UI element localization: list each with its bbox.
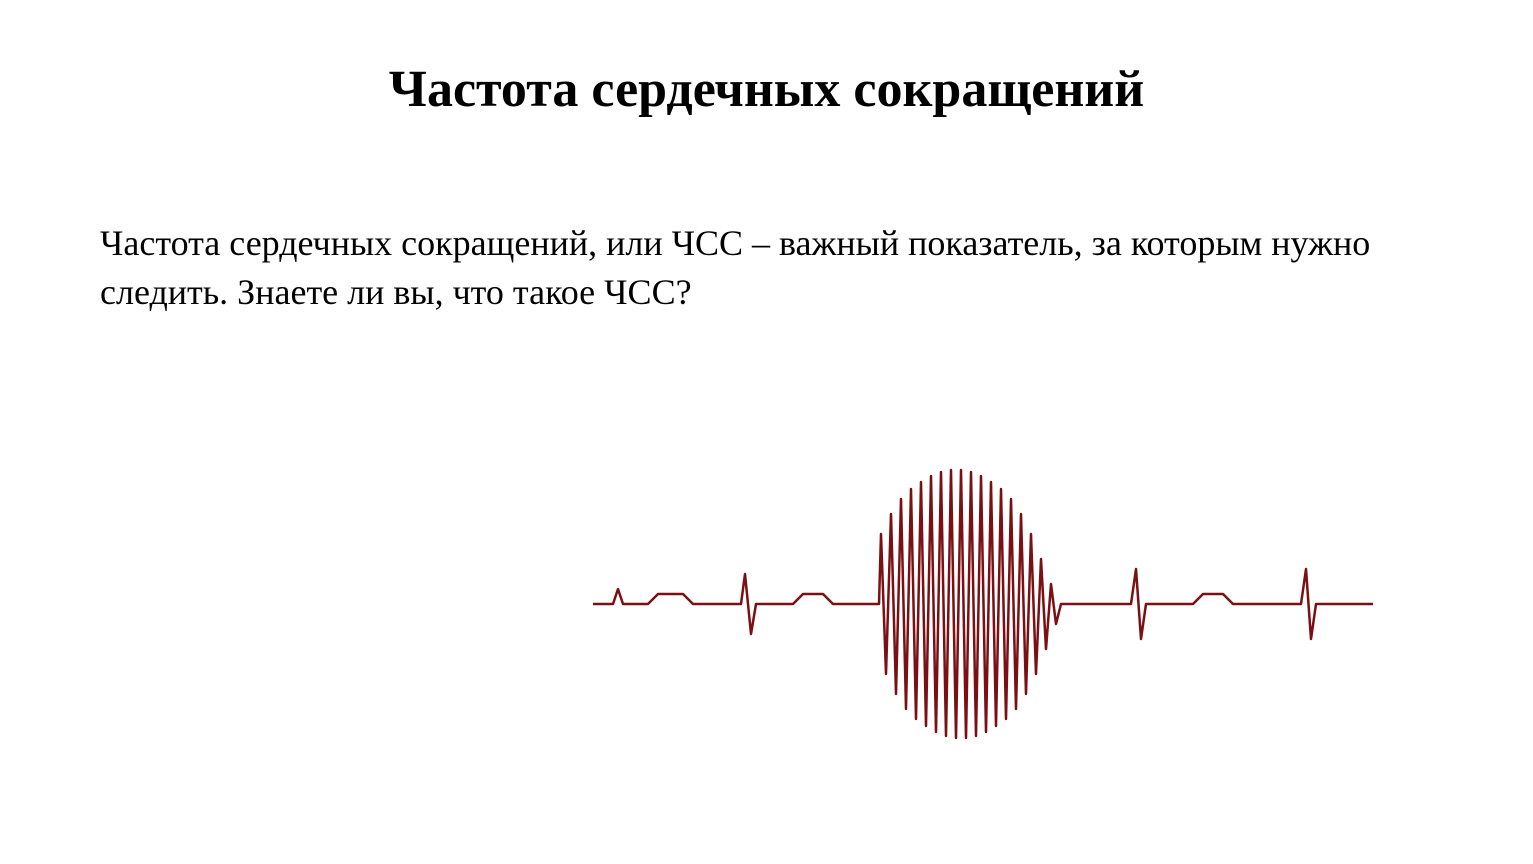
- slide-body-text: Частота сердечных сокращений, или ЧСС – …: [100, 219, 1420, 316]
- ecg-path: [593, 470, 1373, 738]
- slide-title: Частота сердечных сокращений: [100, 60, 1433, 119]
- ecg-svg: [593, 414, 1373, 794]
- slide-container: Частота сердечных сокращений Частота сер…: [0, 0, 1533, 864]
- ecg-graphic: [593, 414, 1373, 794]
